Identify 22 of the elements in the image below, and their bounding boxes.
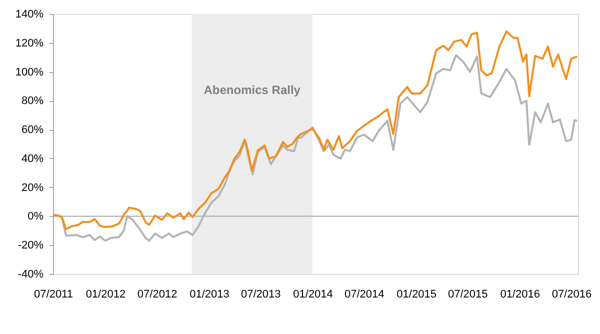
y-tick-label: 40% <box>21 152 44 165</box>
x-tick-label: 01/2013 <box>190 288 230 300</box>
x-tick-label: 07/2016 <box>552 288 592 300</box>
band-label: Abenomics Rally <box>204 83 301 97</box>
y-tick-label: 100% <box>15 66 44 78</box>
x-tick-label: 07/2015 <box>448 288 488 300</box>
x-tick-label: 01/2016 <box>500 288 540 300</box>
y-tick-label: -40% <box>18 268 44 280</box>
x-tick-label: 07/2014 <box>344 288 384 300</box>
y-tick-label: 0% <box>28 210 44 223</box>
y-tick-label: 60% <box>21 124 44 136</box>
y-tick-label: 20% <box>21 182 44 194</box>
x-tick-label: 07/2013 <box>240 288 281 300</box>
x-tick-label: 07/2012 <box>137 288 178 300</box>
y-tick-label: 120% <box>15 37 44 50</box>
x-tick-label: 07/2011 <box>34 288 73 300</box>
x-tick-label: 01/2015 <box>396 288 436 300</box>
x-tick-label: 01/2012 <box>86 288 126 300</box>
x-tick-label: 01/2014 <box>293 288 333 300</box>
y-tick-label: 140% <box>15 8 44 20</box>
y-tick-label: 80% <box>21 95 44 108</box>
y-tick-label: -20% <box>18 240 44 252</box>
